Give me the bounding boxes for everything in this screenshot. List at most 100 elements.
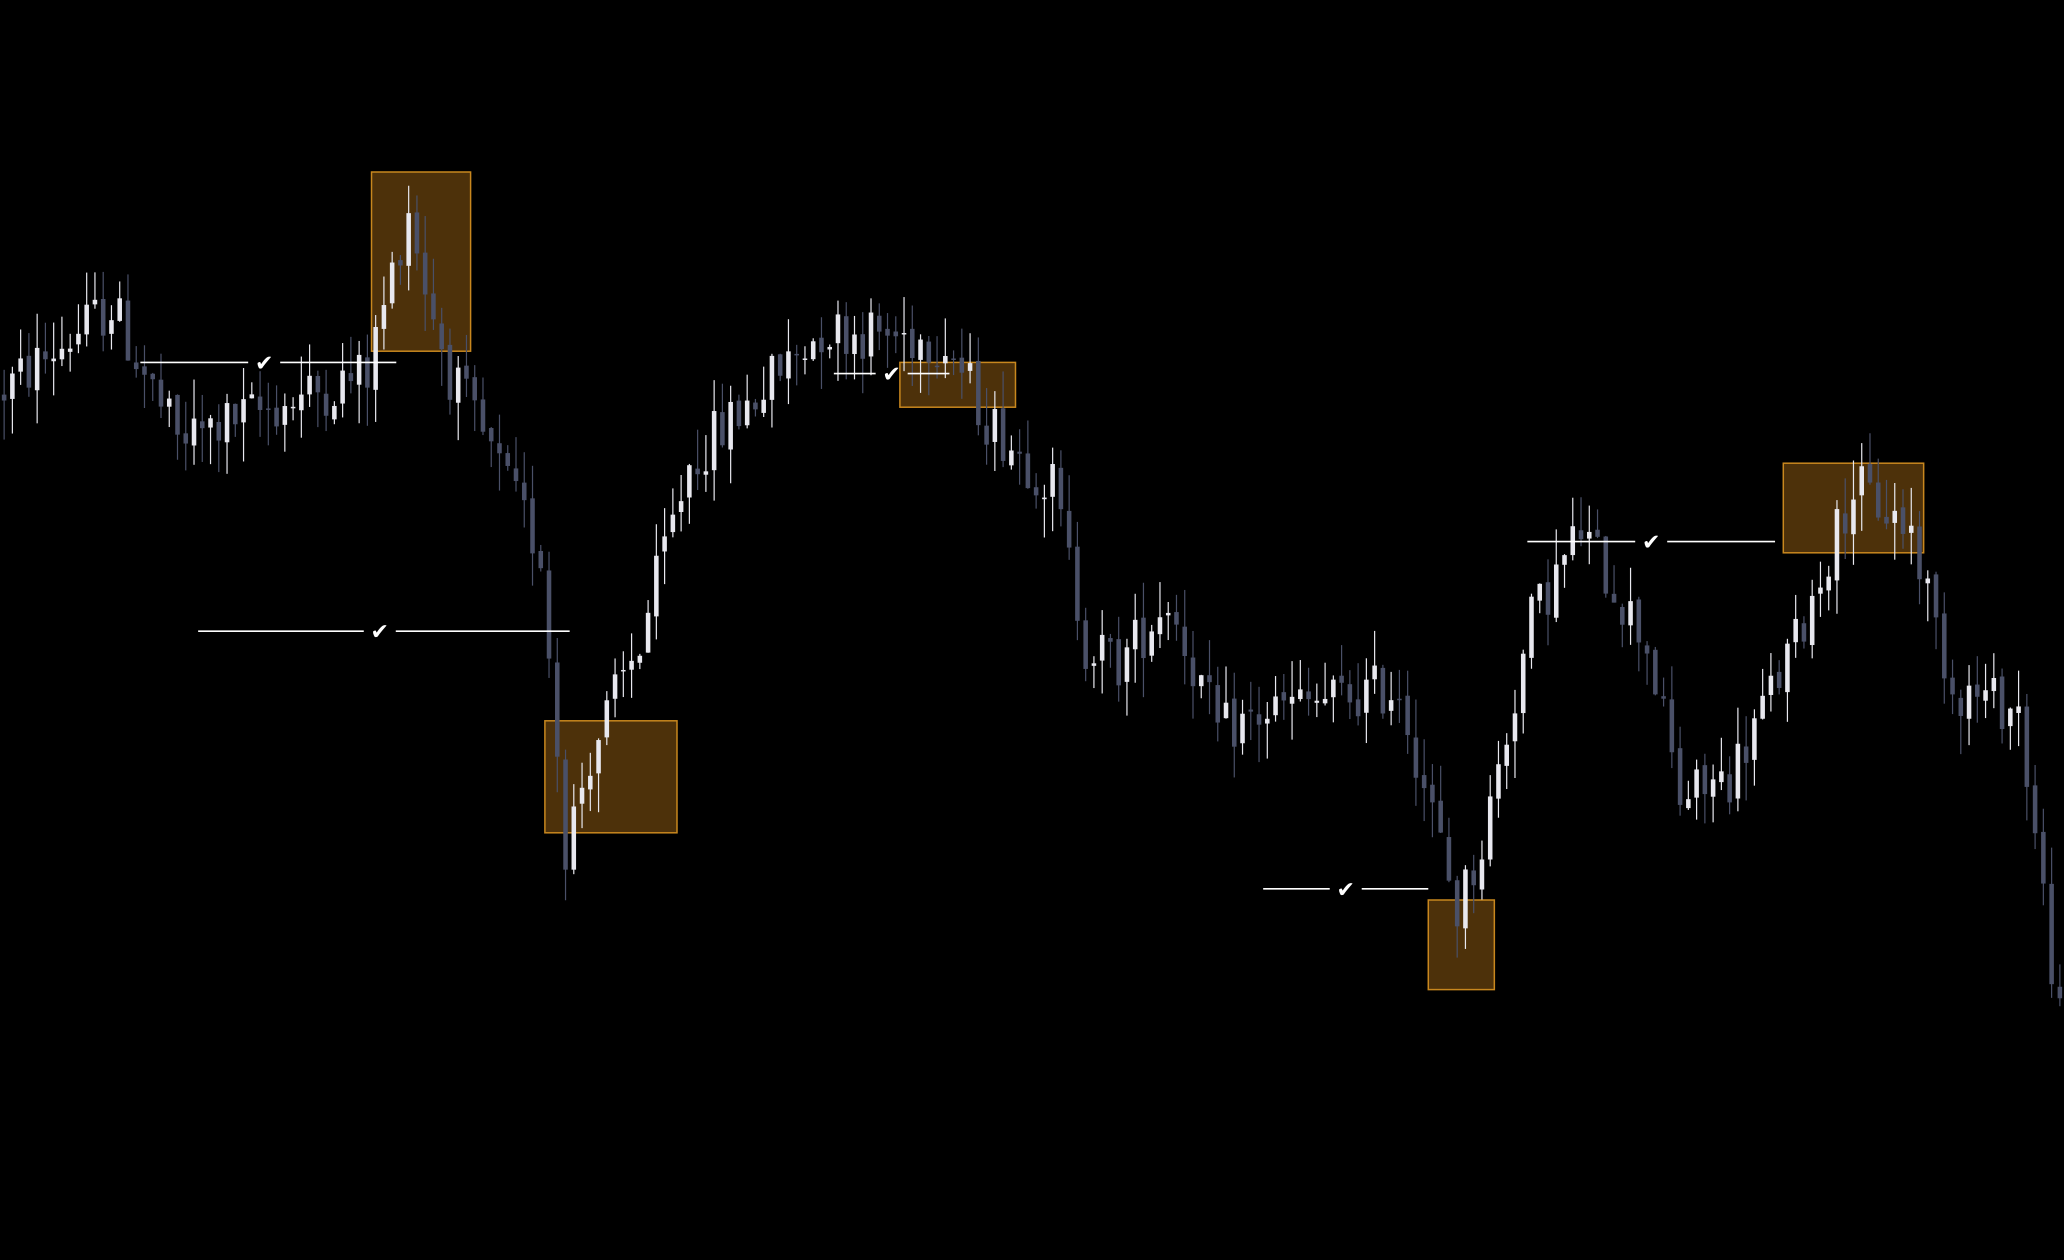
candle-body bbox=[943, 356, 948, 364]
candle-body bbox=[728, 401, 733, 450]
candle bbox=[1628, 567, 1633, 645]
candle-body bbox=[1653, 649, 1658, 695]
swept-level: ✔ bbox=[140, 351, 397, 376]
candle bbox=[513, 437, 519, 492]
candle bbox=[1075, 521, 1080, 641]
candle bbox=[794, 344, 799, 386]
candle-body bbox=[1405, 695, 1410, 736]
candle bbox=[1124, 638, 1130, 716]
candle-body bbox=[266, 408, 271, 410]
candle bbox=[744, 374, 750, 429]
candle bbox=[711, 380, 717, 501]
candle-body bbox=[1165, 612, 1171, 616]
candle-body bbox=[18, 358, 23, 372]
candle-body bbox=[1900, 507, 1906, 534]
candle-body bbox=[934, 365, 940, 368]
candle bbox=[365, 334, 370, 426]
candle bbox=[1661, 677, 1666, 707]
candle bbox=[2016, 670, 2021, 747]
candle bbox=[1083, 607, 1088, 682]
candle bbox=[1033, 473, 1039, 509]
candle bbox=[1190, 631, 1196, 719]
zones-layer bbox=[370, 171, 1925, 991]
candle bbox=[1983, 663, 1988, 719]
candle bbox=[918, 334, 923, 393]
candle-body bbox=[1694, 769, 1699, 798]
candle-body bbox=[497, 443, 502, 454]
candle-body bbox=[1991, 678, 1997, 692]
candle-body bbox=[1141, 617, 1146, 659]
candle-body bbox=[84, 304, 89, 335]
candle-body bbox=[1446, 837, 1452, 881]
candle bbox=[951, 350, 956, 376]
candle-body bbox=[150, 373, 156, 380]
candle-body bbox=[1809, 595, 1815, 646]
candle-body bbox=[1298, 689, 1303, 700]
candle bbox=[1686, 780, 1691, 810]
candle bbox=[1223, 666, 1229, 719]
candle-body bbox=[1818, 587, 1823, 594]
candle-body bbox=[216, 421, 222, 441]
candle-body bbox=[175, 394, 180, 435]
candle bbox=[406, 185, 411, 291]
candle bbox=[488, 427, 494, 468]
candle bbox=[34, 313, 40, 424]
candle bbox=[1496, 740, 1501, 818]
candle bbox=[2049, 847, 2054, 998]
candle-body bbox=[1116, 639, 1121, 686]
candle bbox=[885, 313, 890, 368]
candle bbox=[530, 465, 535, 586]
candle-body bbox=[1512, 713, 1518, 742]
candle-body bbox=[1380, 667, 1386, 714]
candle bbox=[621, 651, 626, 698]
candle bbox=[901, 297, 907, 372]
candle bbox=[191, 379, 197, 465]
candle bbox=[835, 300, 841, 381]
candle-body bbox=[1372, 665, 1377, 680]
candle-body bbox=[1388, 700, 1394, 711]
candle bbox=[1620, 603, 1625, 648]
candle bbox=[579, 762, 585, 829]
candle bbox=[2008, 707, 2013, 750]
candle bbox=[233, 403, 238, 437]
candle-body bbox=[142, 366, 147, 375]
candle-body bbox=[1248, 709, 1254, 712]
candle-body bbox=[1471, 870, 1476, 886]
candle-body bbox=[1644, 645, 1650, 654]
candle bbox=[51, 322, 56, 396]
candle-body bbox=[1099, 634, 1105, 661]
candle-body bbox=[1025, 453, 1031, 489]
candle bbox=[984, 388, 989, 465]
candle bbox=[1141, 582, 1146, 698]
candle-body bbox=[1578, 530, 1584, 540]
candle bbox=[266, 382, 271, 446]
candle-body bbox=[332, 405, 337, 420]
candle-body bbox=[810, 341, 816, 360]
candle bbox=[629, 633, 634, 698]
candle bbox=[1149, 624, 1154, 662]
candle bbox=[1438, 765, 1443, 834]
candle-body bbox=[1826, 576, 1831, 591]
candle-body bbox=[835, 314, 841, 344]
candle bbox=[1975, 656, 1980, 723]
candle bbox=[241, 368, 246, 462]
candle-body bbox=[1603, 536, 1609, 594]
candle bbox=[761, 366, 766, 418]
candle bbox=[125, 274, 131, 361]
candle-body bbox=[1719, 771, 1724, 783]
candle bbox=[852, 315, 857, 380]
candle bbox=[422, 216, 428, 331]
candle bbox=[1999, 668, 2005, 744]
candle bbox=[1372, 630, 1377, 694]
candle bbox=[1917, 511, 1922, 605]
candle bbox=[1322, 662, 1328, 706]
candle-body bbox=[901, 332, 907, 335]
candle-body bbox=[761, 399, 766, 413]
candle-body bbox=[233, 403, 238, 425]
candle-body bbox=[224, 403, 230, 443]
candle bbox=[1000, 371, 1006, 468]
candle bbox=[1025, 420, 1031, 489]
candle-body bbox=[736, 400, 742, 427]
